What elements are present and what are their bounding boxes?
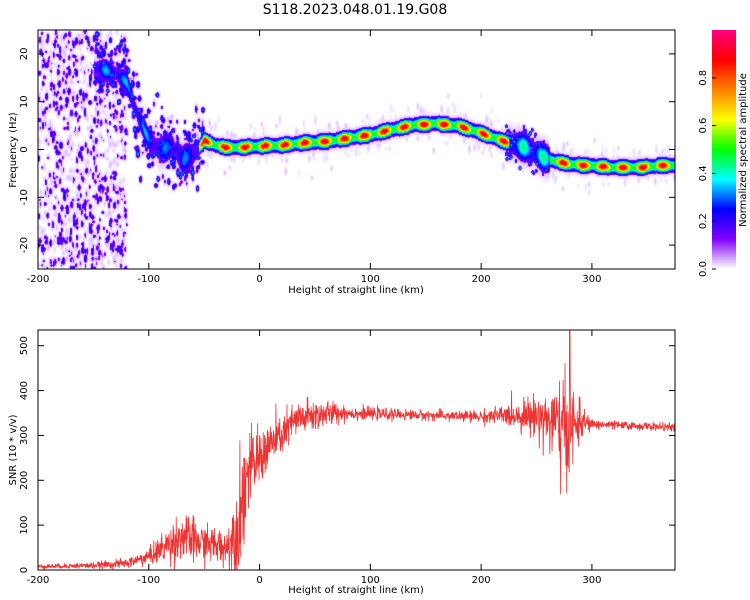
colorbar: 0.0 0.2 0.4 0.6 0.8 Normalized spectral ampl… [698, 30, 749, 277]
snr-x-tick-label: -200 [27, 575, 50, 586]
snr-y-tick-label: 400 [19, 381, 30, 400]
spectrogram-xlabel: Height of straight line (km) [288, 285, 424, 296]
snr-frame [37, 329, 676, 571]
spectrogram-y-tick-label: 10 [19, 95, 30, 108]
colorbar-ticks: 0.0 0.2 0.4 0.6 0.8 [698, 70, 716, 277]
spectrogram-y-tick-label: -20 [19, 237, 30, 253]
spectrogram-x-tick-label: -200 [27, 274, 50, 285]
spectrogram-x-axis: -200 -100 0 100 200 300 [27, 30, 601, 285]
snr-y-tick-label: 500 [19, 336, 30, 355]
colorbar-tick-label: 0.0 [698, 261, 709, 277]
colorbar-tick-label: 0.4 [698, 165, 709, 181]
snr-y-tick-label: 0 [19, 567, 30, 573]
spectrogram-x-tick-label: 100 [361, 274, 380, 285]
colorbar-label: Normalized spectral amplitude [738, 73, 749, 227]
spectrogram-x-tick-label: 0 [256, 274, 262, 285]
snr-x-tick-label: 200 [472, 575, 491, 586]
snr-y-tick-label: 200 [19, 471, 30, 490]
spectrogram-x-tick-label: 300 [582, 274, 601, 285]
spectrogram-y-tick-label: 20 [19, 48, 30, 61]
snr-y-axis: 0 100 200 300 400 500 [19, 336, 675, 573]
spectrogram-x-tick-label: 200 [472, 274, 491, 285]
colorbar-tick-label: 0.2 [698, 213, 709, 229]
snr-x-tick-label: 100 [361, 575, 380, 586]
spectrogram-y-axis: -20 -10 0 10 20 [19, 48, 675, 253]
spectrogram-y-tick-label: 0 [19, 146, 30, 152]
snr-x-axis: -200 -100 0 100 200 300 [27, 330, 601, 586]
colorbar-tick-label: 0.8 [698, 70, 709, 86]
colorbar-gradient [712, 30, 736, 269]
colorbar-tick-label: 0.6 [698, 118, 709, 134]
spectrogram-image [38, 30, 675, 269]
chart-title: S118.2023.048.01.19.G08 [263, 2, 448, 18]
snr-y-tick-label: 100 [19, 516, 30, 535]
snr-ylabel: SNR (10 * v/v) [8, 414, 19, 485]
snr-x-tick-label: -100 [137, 575, 160, 586]
snr-series-line [38, 330, 675, 570]
snr-x-tick-label: 300 [582, 575, 601, 586]
spectrogram-x-tick-label: -100 [137, 274, 160, 285]
snr-x-tick-label: 0 [256, 575, 262, 586]
spectrogram-y-tick-label: -10 [19, 189, 30, 205]
snr-panel: -200 -100 0 100 200 300 0 100 200 300 400 500 Heig… [8, 329, 676, 596]
snr-y-tick-label: 300 [19, 426, 30, 445]
spectrogram-ylabel: Frequency (Hz) [8, 112, 19, 188]
snr-xlabel: Height of straight line (km) [288, 585, 424, 596]
